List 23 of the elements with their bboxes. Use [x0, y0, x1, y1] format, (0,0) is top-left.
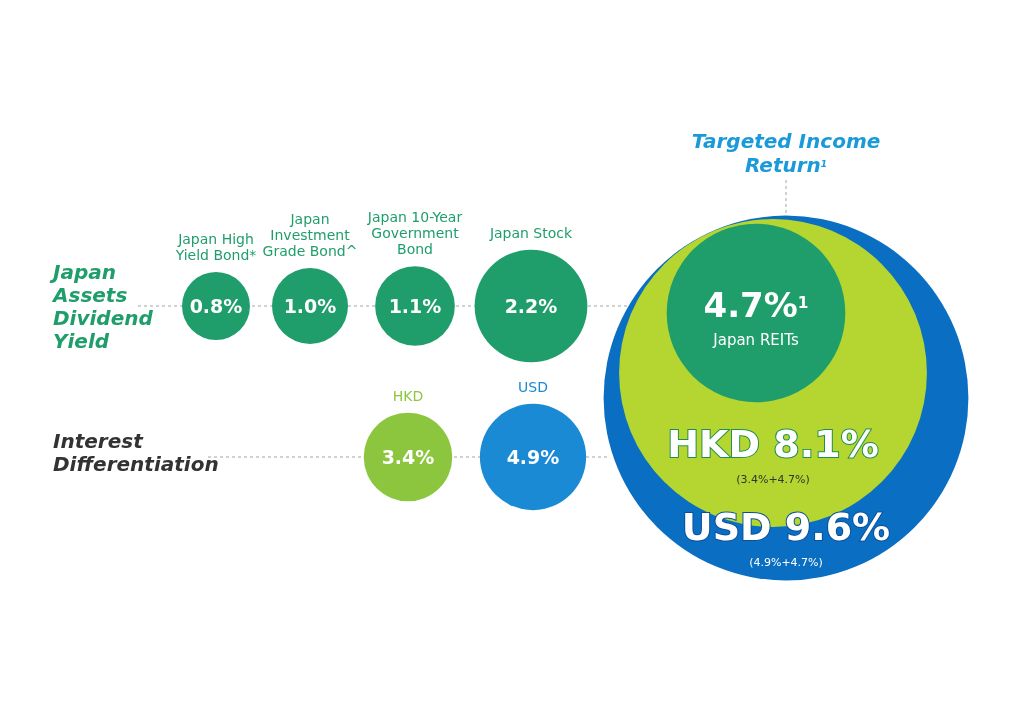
category-label: HKD — [667, 421, 761, 466]
text: (3.4%+4.7%) — [736, 472, 810, 486]
category-label: Japan High Yield Bond* — [174, 231, 257, 264]
category-label: USD — [518, 378, 548, 395]
text: Japan Assets Dividend Yield — [49, 259, 154, 353]
data-label: 1.1% — [388, 295, 442, 317]
data-label: 9.6% — [784, 505, 891, 550]
data-label: 8.1% — [773, 421, 879, 466]
category-label: HKD — [392, 387, 424, 404]
category-label: Japan REITs — [712, 331, 799, 349]
data-label: 2.2% — [504, 295, 558, 317]
category-label: Japan Stock — [488, 224, 574, 241]
text: Targeted Income Return$^{1}$ — [691, 129, 881, 177]
data-label: 0.8% — [189, 295, 243, 317]
category-label: Japan Investment Grade Bond^ — [262, 211, 358, 259]
text: Interest Differentiation — [53, 428, 219, 476]
data-label: 4.9% — [506, 446, 560, 468]
category-label: Japan 10-Year Government Bond — [366, 209, 463, 258]
category-label: USD — [681, 505, 772, 550]
data-label: 4.7%$^{1}$ — [703, 285, 809, 325]
text: (4.9%+4.7%) — [749, 556, 823, 570]
data-label: 3.4% — [381, 446, 435, 468]
data-label: 1.0% — [283, 295, 337, 317]
